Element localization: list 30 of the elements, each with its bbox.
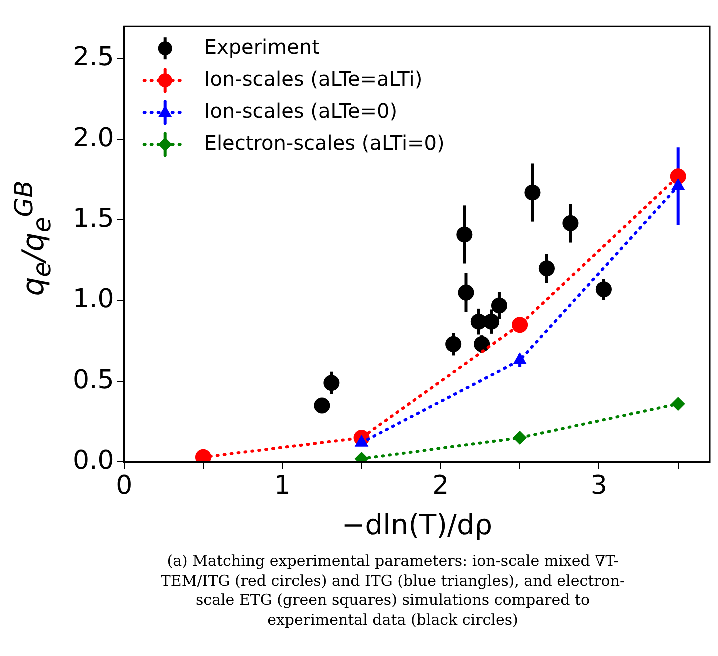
point <box>484 314 500 330</box>
point <box>524 184 541 201</box>
legend-label: Electron-scales (aLTi=0) <box>204 130 445 155</box>
point <box>512 317 528 334</box>
x-tick-label: 1 <box>274 470 291 501</box>
point <box>456 226 473 243</box>
point <box>324 375 340 392</box>
x-axis-title: −dln(T)/dρ <box>342 508 493 542</box>
point <box>538 260 555 277</box>
y-tick-label: 0.0 <box>72 446 114 476</box>
legend-label: Ion-scales (aLTe=aLTi) <box>204 66 423 91</box>
text: (a) Matching experimental parameters: ion-scale mixed ∇T-TEM/ITG (red circles) and ITG (blue triangles), and electron-scale ETG (green squares) simulations compared to experimental data (black circles) <box>160 552 626 630</box>
legend-label: Experiment <box>204 34 320 59</box>
x-tick-label: 0 <box>116 470 133 501</box>
x-tick-label: 3 <box>590 470 608 501</box>
y-tick-label: 2.0 <box>72 123 114 154</box>
point <box>314 398 330 414</box>
point <box>446 336 462 352</box>
point <box>513 431 528 445</box>
y-tick-label: 2.5 <box>72 42 114 73</box>
y-tick-label: 1.0 <box>72 284 114 315</box>
y-tick-label: 1.5 <box>72 204 114 234</box>
legend-label: Ion-scales (aLTe=0) <box>204 98 398 123</box>
y-tick-label: 0.5 <box>72 365 114 396</box>
point <box>671 397 686 412</box>
point <box>562 215 579 232</box>
x-tick-label: 2 <box>432 470 450 501</box>
point <box>491 298 508 314</box>
point <box>596 282 612 298</box>
point <box>458 284 474 301</box>
